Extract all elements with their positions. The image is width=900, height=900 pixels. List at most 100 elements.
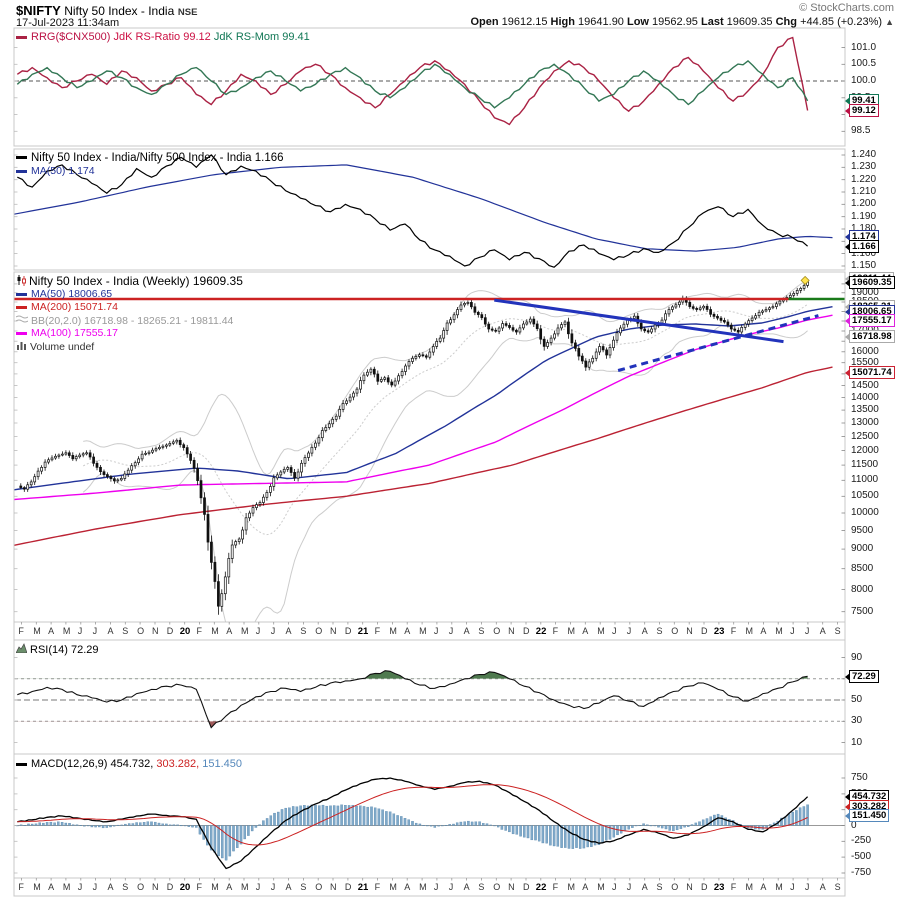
legend-text: RRG($CNX500) bbox=[31, 31, 114, 43]
y-axis-tick-label: 1.160 bbox=[851, 247, 877, 259]
y-axis-tick-label: 15500 bbox=[851, 356, 879, 368]
x-axis-month-label: M bbox=[62, 882, 71, 892]
x-axis-month-label: M bbox=[389, 882, 397, 892]
legend-row: RRG($CNX500) JdK RS-Ratio 99.12 JdK RS-M… bbox=[16, 31, 310, 44]
legend-swatch bbox=[16, 169, 27, 173]
symbol: $NIFTY bbox=[16, 3, 61, 18]
x-axis-month-label: A bbox=[285, 882, 292, 892]
x-axis-month-label: M bbox=[567, 626, 576, 636]
y-axis-tick-label: 90 bbox=[851, 651, 863, 663]
volume-icon bbox=[16, 340, 27, 354]
x-axis-month-label: J bbox=[92, 882, 98, 892]
y-axis-tick-label: 100.0 bbox=[851, 75, 877, 86]
x-axis-month-label: 23 bbox=[713, 882, 725, 893]
y-axis-tick-label: 12000 bbox=[851, 444, 879, 456]
legend-swatch bbox=[16, 762, 27, 766]
quote-value: +44.85 (+0.23%) bbox=[800, 16, 886, 28]
x-axis-month-label: A bbox=[48, 882, 55, 892]
x-axis-month-label: F bbox=[18, 626, 24, 636]
quote-label: Chg bbox=[775, 16, 801, 28]
quote-value: 19562.95 bbox=[652, 16, 701, 28]
x-axis-month-label: A bbox=[582, 882, 589, 892]
legend-swatch bbox=[16, 331, 27, 335]
x-axis-month-label: S bbox=[300, 882, 307, 892]
x-axis-month-label: M bbox=[597, 882, 605, 892]
x-axis-month-label: S bbox=[656, 626, 663, 636]
y-axis-tick-label: 14500 bbox=[851, 379, 879, 391]
legend-text: MA(200) 15071.74 bbox=[31, 301, 118, 313]
x-axis-month-label: D bbox=[701, 626, 708, 636]
legend-text: Nifty 50 Index - India (Weekly) 19609.35 bbox=[29, 274, 243, 289]
x-axis-month-label: J bbox=[790, 882, 795, 892]
x-axis-month-label: M bbox=[745, 626, 754, 636]
value-badge: 17555.17 bbox=[845, 313, 895, 327]
legend-row: Nifty 50 Index - India/Nifty 500 Index -… bbox=[16, 152, 284, 165]
x-axis-month-label: S bbox=[834, 882, 841, 892]
legend-text: Volume undef bbox=[30, 340, 95, 353]
x-axis-month-label: M bbox=[33, 626, 41, 636]
legend-row: MA(100) 17555.17 bbox=[16, 327, 243, 340]
legend-row: Nifty 50 Index - India (Weekly) 19609.35 bbox=[16, 275, 243, 288]
x-axis-month-label: J bbox=[448, 626, 454, 636]
y-axis-tick-label: 9500 bbox=[851, 524, 874, 536]
x-axis-month-label: 20 bbox=[179, 626, 191, 637]
quote-bar: Open 19612.15 High 19641.90 Low 19562.95… bbox=[470, 16, 894, 28]
rsi-icon bbox=[15, 643, 28, 654]
x-axis-month-label: 22 bbox=[535, 626, 547, 637]
candlestick-icon bbox=[16, 275, 26, 289]
x-axis-month-label: M bbox=[567, 882, 576, 892]
x-axis-month-label: A bbox=[760, 882, 767, 892]
x-axis-month-label: M bbox=[775, 882, 783, 892]
x-axis-month-label: J bbox=[804, 626, 810, 636]
legend-swatch bbox=[16, 35, 27, 39]
legend-text: JdK RS-Ratio 99.12 bbox=[113, 31, 214, 43]
annotation-marker bbox=[800, 275, 810, 285]
rsi-legend: RSI(14) 72.29 bbox=[15, 643, 98, 656]
x-axis-month-label: A bbox=[463, 626, 470, 636]
y-axis-tick-label: 1.220 bbox=[851, 173, 877, 185]
y-axis-tick-label: 7500 bbox=[851, 605, 874, 617]
x-axis-month-label: D bbox=[701, 882, 708, 892]
x-axis-month-label: F bbox=[196, 626, 203, 636]
x-axis-month-label: M bbox=[745, 882, 754, 892]
x-axis-month-label: O bbox=[671, 882, 679, 892]
quote-value: 19609.35 bbox=[726, 16, 776, 28]
y-axis-tick-label: 13000 bbox=[851, 417, 879, 428]
y-axis-tick-label: 8000 bbox=[851, 583, 874, 595]
x-axis-month-label: A bbox=[641, 882, 648, 892]
x-axis-month-label: O bbox=[671, 626, 679, 636]
x-axis-month-label: F bbox=[730, 882, 737, 892]
quote-label: Low bbox=[626, 16, 653, 28]
y-axis-tick-label: 10 bbox=[851, 736, 863, 748]
legend-text: MACD(12,26,9) 454.732, bbox=[31, 758, 157, 770]
timestamp: 17-Jul-2023 11:34am bbox=[16, 17, 120, 29]
x-axis-month-label: A bbox=[819, 882, 826, 892]
x-axis-month-label: J bbox=[626, 882, 632, 892]
header: $NIFTY Nifty 50 Index - India NSE bbox=[16, 3, 197, 18]
y-axis-tick-label: 98.5 bbox=[851, 125, 871, 137]
y-axis-tick-label: 16000 bbox=[851, 345, 879, 357]
x-axis-month-label: A bbox=[404, 626, 411, 636]
x-axis-month-label: J bbox=[612, 626, 617, 636]
value-badge: 15071.74 bbox=[845, 365, 895, 379]
bollinger-icon bbox=[15, 315, 29, 323]
x-axis-month-label: 22 bbox=[535, 882, 547, 893]
x-axis-month-label: 21 bbox=[357, 882, 369, 893]
legend-row: MACD(12,26,9) 454.732, 303.282, 151.450 bbox=[16, 758, 242, 771]
x-axis-month-label: A bbox=[641, 626, 648, 636]
x-axis-month-label: N bbox=[330, 626, 337, 636]
x-axis-month-label: D bbox=[344, 626, 352, 636]
legend-row: RSI(14) 72.29 bbox=[15, 643, 98, 656]
x-axis-month-label: F bbox=[18, 882, 24, 892]
y-axis-tick-label: -500 bbox=[851, 851, 872, 863]
legend-row: MA(200) 15071.74 bbox=[16, 301, 243, 314]
x-axis-month-label: O bbox=[137, 882, 145, 892]
x-axis-month-label: J bbox=[448, 882, 454, 892]
x-axis-month-label: O bbox=[493, 882, 501, 892]
x-axis-month-label: D bbox=[166, 626, 174, 636]
x-axis-month-label: J bbox=[77, 626, 83, 636]
x-axis-month-label: S bbox=[834, 626, 841, 636]
x-axis-month-label: M bbox=[775, 626, 783, 636]
